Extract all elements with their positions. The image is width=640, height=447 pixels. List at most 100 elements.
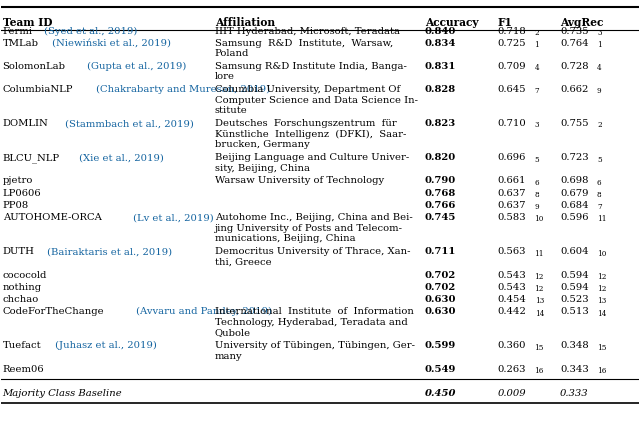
Text: Samsung R&D Institute India, Banga-
lore: Samsung R&D Institute India, Banga- lore — [214, 62, 406, 81]
Text: F1: F1 — [497, 17, 513, 28]
Text: Democritus University of Thrace, Xan-
thi, Greece: Democritus University of Thrace, Xan- th… — [214, 247, 410, 267]
Text: 0.360: 0.360 — [497, 342, 526, 350]
Text: 0.348: 0.348 — [560, 342, 589, 350]
Text: 0.684: 0.684 — [560, 201, 589, 210]
Text: Team ID: Team ID — [3, 17, 52, 28]
Text: 0.710: 0.710 — [497, 119, 526, 128]
Text: 0.442: 0.442 — [497, 307, 527, 316]
Text: University of Tübingen, Tübingen, Ger-
many: University of Tübingen, Tübingen, Ger- m… — [214, 342, 415, 361]
Text: 11: 11 — [534, 249, 544, 257]
Text: 0.745: 0.745 — [425, 213, 456, 222]
Text: 0.709: 0.709 — [497, 62, 526, 71]
Text: 2: 2 — [597, 122, 602, 130]
Text: Fermi: Fermi — [3, 26, 33, 36]
Text: 0.523: 0.523 — [560, 295, 589, 304]
Text: 0.583: 0.583 — [497, 213, 526, 222]
Text: 0.662: 0.662 — [560, 85, 589, 94]
Text: 5: 5 — [534, 156, 539, 164]
Text: 0.604: 0.604 — [560, 247, 589, 256]
Text: 1: 1 — [597, 41, 602, 49]
Text: cococold: cococold — [3, 270, 47, 279]
Text: 6: 6 — [534, 179, 539, 187]
Text: 12: 12 — [534, 285, 544, 293]
Text: 3: 3 — [534, 122, 539, 130]
Text: (Xie et al., 2019): (Xie et al., 2019) — [76, 153, 164, 162]
Text: 0.599: 0.599 — [425, 342, 456, 350]
Text: 1: 1 — [534, 41, 539, 49]
Text: (Niewiński et al., 2019): (Niewiński et al., 2019) — [49, 39, 171, 48]
Text: Tuefact: Tuefact — [3, 342, 41, 350]
Text: 0.834: 0.834 — [425, 39, 456, 48]
Text: 0.766: 0.766 — [425, 201, 456, 210]
Text: 8: 8 — [534, 191, 539, 199]
Text: 16: 16 — [534, 367, 543, 375]
Text: IIIT Hyderabad, Microsoft, Teradata: IIIT Hyderabad, Microsoft, Teradata — [214, 26, 399, 36]
Text: 10: 10 — [534, 215, 544, 224]
Text: 0.630: 0.630 — [425, 307, 456, 316]
Text: 0.009: 0.009 — [497, 389, 526, 398]
Text: 4: 4 — [597, 64, 602, 72]
Text: 0.645: 0.645 — [497, 85, 526, 94]
Text: 0.549: 0.549 — [425, 365, 456, 374]
Text: 14: 14 — [534, 309, 544, 317]
Text: CodeForTheChange: CodeForTheChange — [3, 307, 104, 316]
Text: 0.343: 0.343 — [560, 365, 589, 374]
Text: 0.450: 0.450 — [425, 389, 456, 398]
Text: Warsaw University of Technology: Warsaw University of Technology — [214, 177, 384, 186]
Text: 9: 9 — [534, 203, 539, 211]
Text: 0.333: 0.333 — [560, 389, 589, 398]
Text: 13: 13 — [597, 297, 606, 305]
Text: (Juhasz et al., 2019): (Juhasz et al., 2019) — [52, 342, 157, 350]
Text: 0.543: 0.543 — [497, 270, 526, 279]
Text: Majority Class Baseline: Majority Class Baseline — [3, 389, 122, 398]
Text: (Avvaru and Pandey, 2019): (Avvaru and Pandey, 2019) — [134, 307, 273, 316]
Text: 0.596: 0.596 — [560, 213, 589, 222]
Text: Columbia University, Department Of
Computer Science and Data Science In-
stitute: Columbia University, Department Of Compu… — [214, 85, 418, 115]
Text: 0.454: 0.454 — [497, 295, 527, 304]
Text: AUTOHOME-ORCA: AUTOHOME-ORCA — [3, 213, 102, 222]
Text: 0.728: 0.728 — [560, 62, 589, 71]
Text: 0.594: 0.594 — [560, 270, 589, 279]
Text: (Bairaktaris et al., 2019): (Bairaktaris et al., 2019) — [44, 247, 172, 256]
Text: 7: 7 — [534, 87, 539, 95]
Text: BLCU_NLP: BLCU_NLP — [3, 153, 60, 163]
Text: 0.637: 0.637 — [497, 189, 526, 198]
Text: 0.764: 0.764 — [560, 39, 589, 48]
Text: 5: 5 — [597, 156, 602, 164]
Text: Beijing Language and Culture Univer-
sity, Beijing, China: Beijing Language and Culture Univer- sit… — [214, 153, 409, 173]
Text: 0.513: 0.513 — [560, 307, 589, 316]
Text: 0.711: 0.711 — [425, 247, 456, 256]
Text: Deutsches  Forschungszentrum  für
Künstliche  Intelligenz  (DFKI),  Saar-
brucke: Deutsches Forschungszentrum für Künstlic… — [214, 119, 406, 149]
Text: (Lv et al., 2019): (Lv et al., 2019) — [130, 213, 214, 222]
Text: LP0606: LP0606 — [3, 189, 41, 198]
Text: DUTH: DUTH — [3, 247, 35, 256]
Text: 0.637: 0.637 — [497, 201, 526, 210]
Text: Affiliation: Affiliation — [214, 17, 275, 28]
Text: 0.543: 0.543 — [497, 283, 526, 292]
Text: 9: 9 — [596, 87, 601, 95]
Text: 12: 12 — [597, 273, 607, 281]
Text: nothing: nothing — [3, 283, 42, 292]
Text: 4: 4 — [534, 64, 539, 72]
Text: 12: 12 — [597, 285, 607, 293]
Text: 0.790: 0.790 — [425, 177, 456, 186]
Text: 0.828: 0.828 — [425, 85, 456, 94]
Text: SolomonLab: SolomonLab — [3, 62, 66, 71]
Text: Samsung  R&D  Institute,  Warsaw,
Poland: Samsung R&D Institute, Warsaw, Poland — [214, 39, 393, 58]
Text: 7: 7 — [597, 203, 602, 211]
Text: 0.768: 0.768 — [425, 189, 456, 198]
Text: 10: 10 — [597, 249, 606, 257]
Text: 0.594: 0.594 — [560, 283, 589, 292]
Text: 0.755: 0.755 — [560, 119, 589, 128]
Text: 12: 12 — [534, 273, 544, 281]
Text: 0.823: 0.823 — [425, 119, 456, 128]
Text: DOMLIN: DOMLIN — [3, 119, 49, 128]
Text: AvgRec: AvgRec — [560, 17, 604, 28]
Text: 0.679: 0.679 — [560, 189, 589, 198]
Text: 15: 15 — [534, 344, 543, 352]
Text: 0.735: 0.735 — [560, 26, 589, 36]
Text: 0.661: 0.661 — [497, 177, 526, 186]
Text: (Stammbach et al., 2019): (Stammbach et al., 2019) — [61, 119, 193, 128]
Text: 0.831: 0.831 — [425, 62, 456, 71]
Text: Accuracy: Accuracy — [425, 17, 478, 28]
